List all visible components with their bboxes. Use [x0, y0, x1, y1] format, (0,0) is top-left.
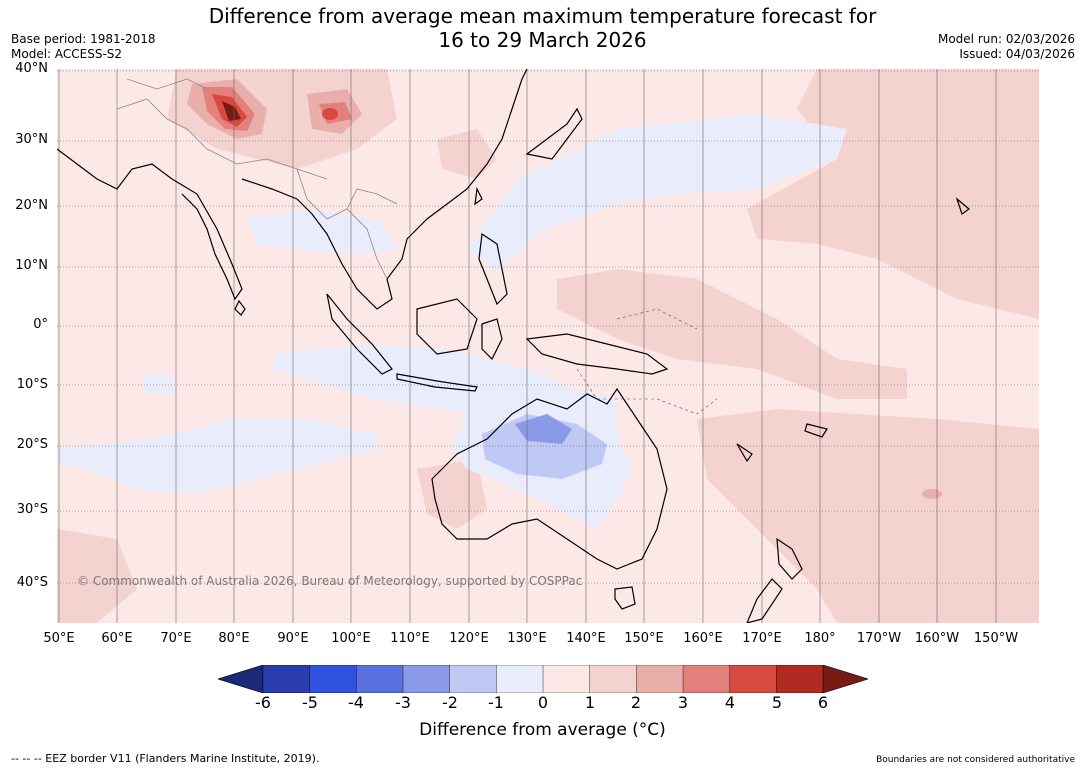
colorbar-segment	[729, 664, 778, 694]
colorbar-segment	[589, 664, 638, 694]
anomaly-pink-china	[437, 129, 497, 179]
coastlines	[57, 69, 970, 623]
lon-label: 170°W	[856, 631, 902, 646]
eez-borders	[576, 308, 718, 415]
colorbar-segment	[402, 664, 451, 694]
anomaly-blue-pacific-north	[467, 114, 847, 269]
colorbar-svg	[216, 664, 870, 694]
lat-label: 30°N	[15, 132, 48, 147]
colorbar-segment	[262, 664, 311, 694]
anomaly-blue-australia-inner	[482, 414, 607, 479]
lon-label: 90°E	[277, 631, 309, 646]
map-title-line1: Difference from average mean maximum tem…	[208, 4, 877, 28]
colorbar-tick: -6	[255, 693, 271, 712]
anomaly-blue-bay-of-bengal	[247, 209, 397, 254]
lon-label: 180°	[804, 631, 836, 646]
anomaly-warm-pacific-spot	[922, 489, 942, 499]
lon-label: 160°W	[914, 631, 960, 646]
colorbar-tick: 4	[724, 693, 736, 712]
colorbar-tick: -5	[302, 693, 318, 712]
lon-gridlines	[58, 69, 997, 623]
forecast-map	[57, 69, 1039, 623]
boundaries-disclaimer: Boundaries are not considered authoritat…	[876, 755, 1075, 765]
lat-label: 10°N	[15, 258, 48, 273]
colorbar-tick: 5	[771, 693, 783, 712]
lon-label: 150°W	[973, 631, 1019, 646]
lat-label: 0°	[33, 317, 48, 332]
colorbar-label: Difference from average (°C)	[419, 720, 666, 740]
lat-label: 20°S	[16, 437, 48, 452]
meta-right: Model run: 02/03/2026 Issued: 04/03/2026	[938, 32, 1075, 62]
colorbar-tick: -3	[395, 693, 411, 712]
lat-label: 40°S	[16, 575, 48, 590]
anomaly-warm-tibet-core	[322, 108, 338, 120]
anomaly-warm-himalaya-core	[222, 101, 241, 121]
lon-label: 100°E	[331, 631, 371, 646]
colorbar-tick: 2	[630, 693, 642, 712]
colorbar-tick: 3	[677, 693, 689, 712]
lat-label: 10°S	[16, 377, 48, 392]
anomaly-blue-patch	[142, 374, 175, 394]
colorbar-tick: 0	[537, 693, 549, 712]
map-canvas	[57, 69, 1039, 623]
lon-label: 130°E	[507, 631, 547, 646]
lon-label: 70°E	[160, 631, 192, 646]
colorbar-extend-low	[216, 664, 264, 694]
colorbar-segment	[356, 664, 404, 694]
colorbar-tick: -4	[348, 693, 364, 712]
meta-left: Base period: 1981-2018 Model: ACCESS-S2	[11, 32, 156, 62]
colorbar-segment	[542, 664, 591, 694]
colorbar	[216, 664, 870, 694]
colorbar-tick: 1	[584, 693, 596, 712]
lon-label: 80°E	[218, 631, 250, 646]
lon-label: 160°E	[683, 631, 723, 646]
lon-label: 170°E	[742, 631, 782, 646]
map-title: Difference from average mean maximum tem…	[0, 4, 1085, 52]
lon-label: 50°E	[43, 631, 75, 646]
colorbar-segment	[449, 664, 498, 694]
colorbar-segment	[636, 664, 684, 694]
colorbar-extend-high	[822, 664, 870, 694]
lon-label: 60°E	[101, 631, 133, 646]
country-borders	[116, 78, 398, 280]
copyright-notice: © Commonwealth of Australia 2026, Bureau…	[77, 574, 583, 588]
colorbar-tick: 6	[817, 693, 829, 712]
lon-label: 110°E	[390, 631, 430, 646]
colorbar-segment	[776, 664, 824, 694]
anomaly-blue-south-indian	[57, 419, 377, 494]
lat-label: 30°S	[16, 502, 48, 517]
colorbar-segment	[309, 664, 358, 694]
anomaly-pink-pacific-band	[557, 269, 907, 399]
lon-label: 150°E	[624, 631, 664, 646]
colorbar-segment	[496, 664, 544, 694]
lat-label: 20°N	[15, 198, 48, 213]
issued-date: Issued: 04/03/2026	[959, 47, 1075, 61]
model-name: Model: ACCESS-S2	[11, 47, 123, 61]
lon-label: 120°E	[449, 631, 489, 646]
colorbar-segment	[682, 664, 731, 694]
colorbar-tick: -1	[488, 693, 504, 712]
lon-label: 140°E	[566, 631, 606, 646]
base-period: Base period: 1981-2018	[11, 32, 156, 46]
colorbar-tick: -2	[442, 693, 458, 712]
anomaly-pink-south-pacific	[697, 409, 1039, 623]
model-run: Model run: 02/03/2026	[937, 32, 1075, 46]
anomaly-blue-australia-core	[515, 414, 572, 444]
map-title-line2: 16 to 29 March 2026	[438, 28, 647, 52]
lat-label: 40°N	[15, 61, 48, 76]
eez-legend: -- -- -- EEZ border V11 (Flanders Marine…	[11, 752, 320, 765]
